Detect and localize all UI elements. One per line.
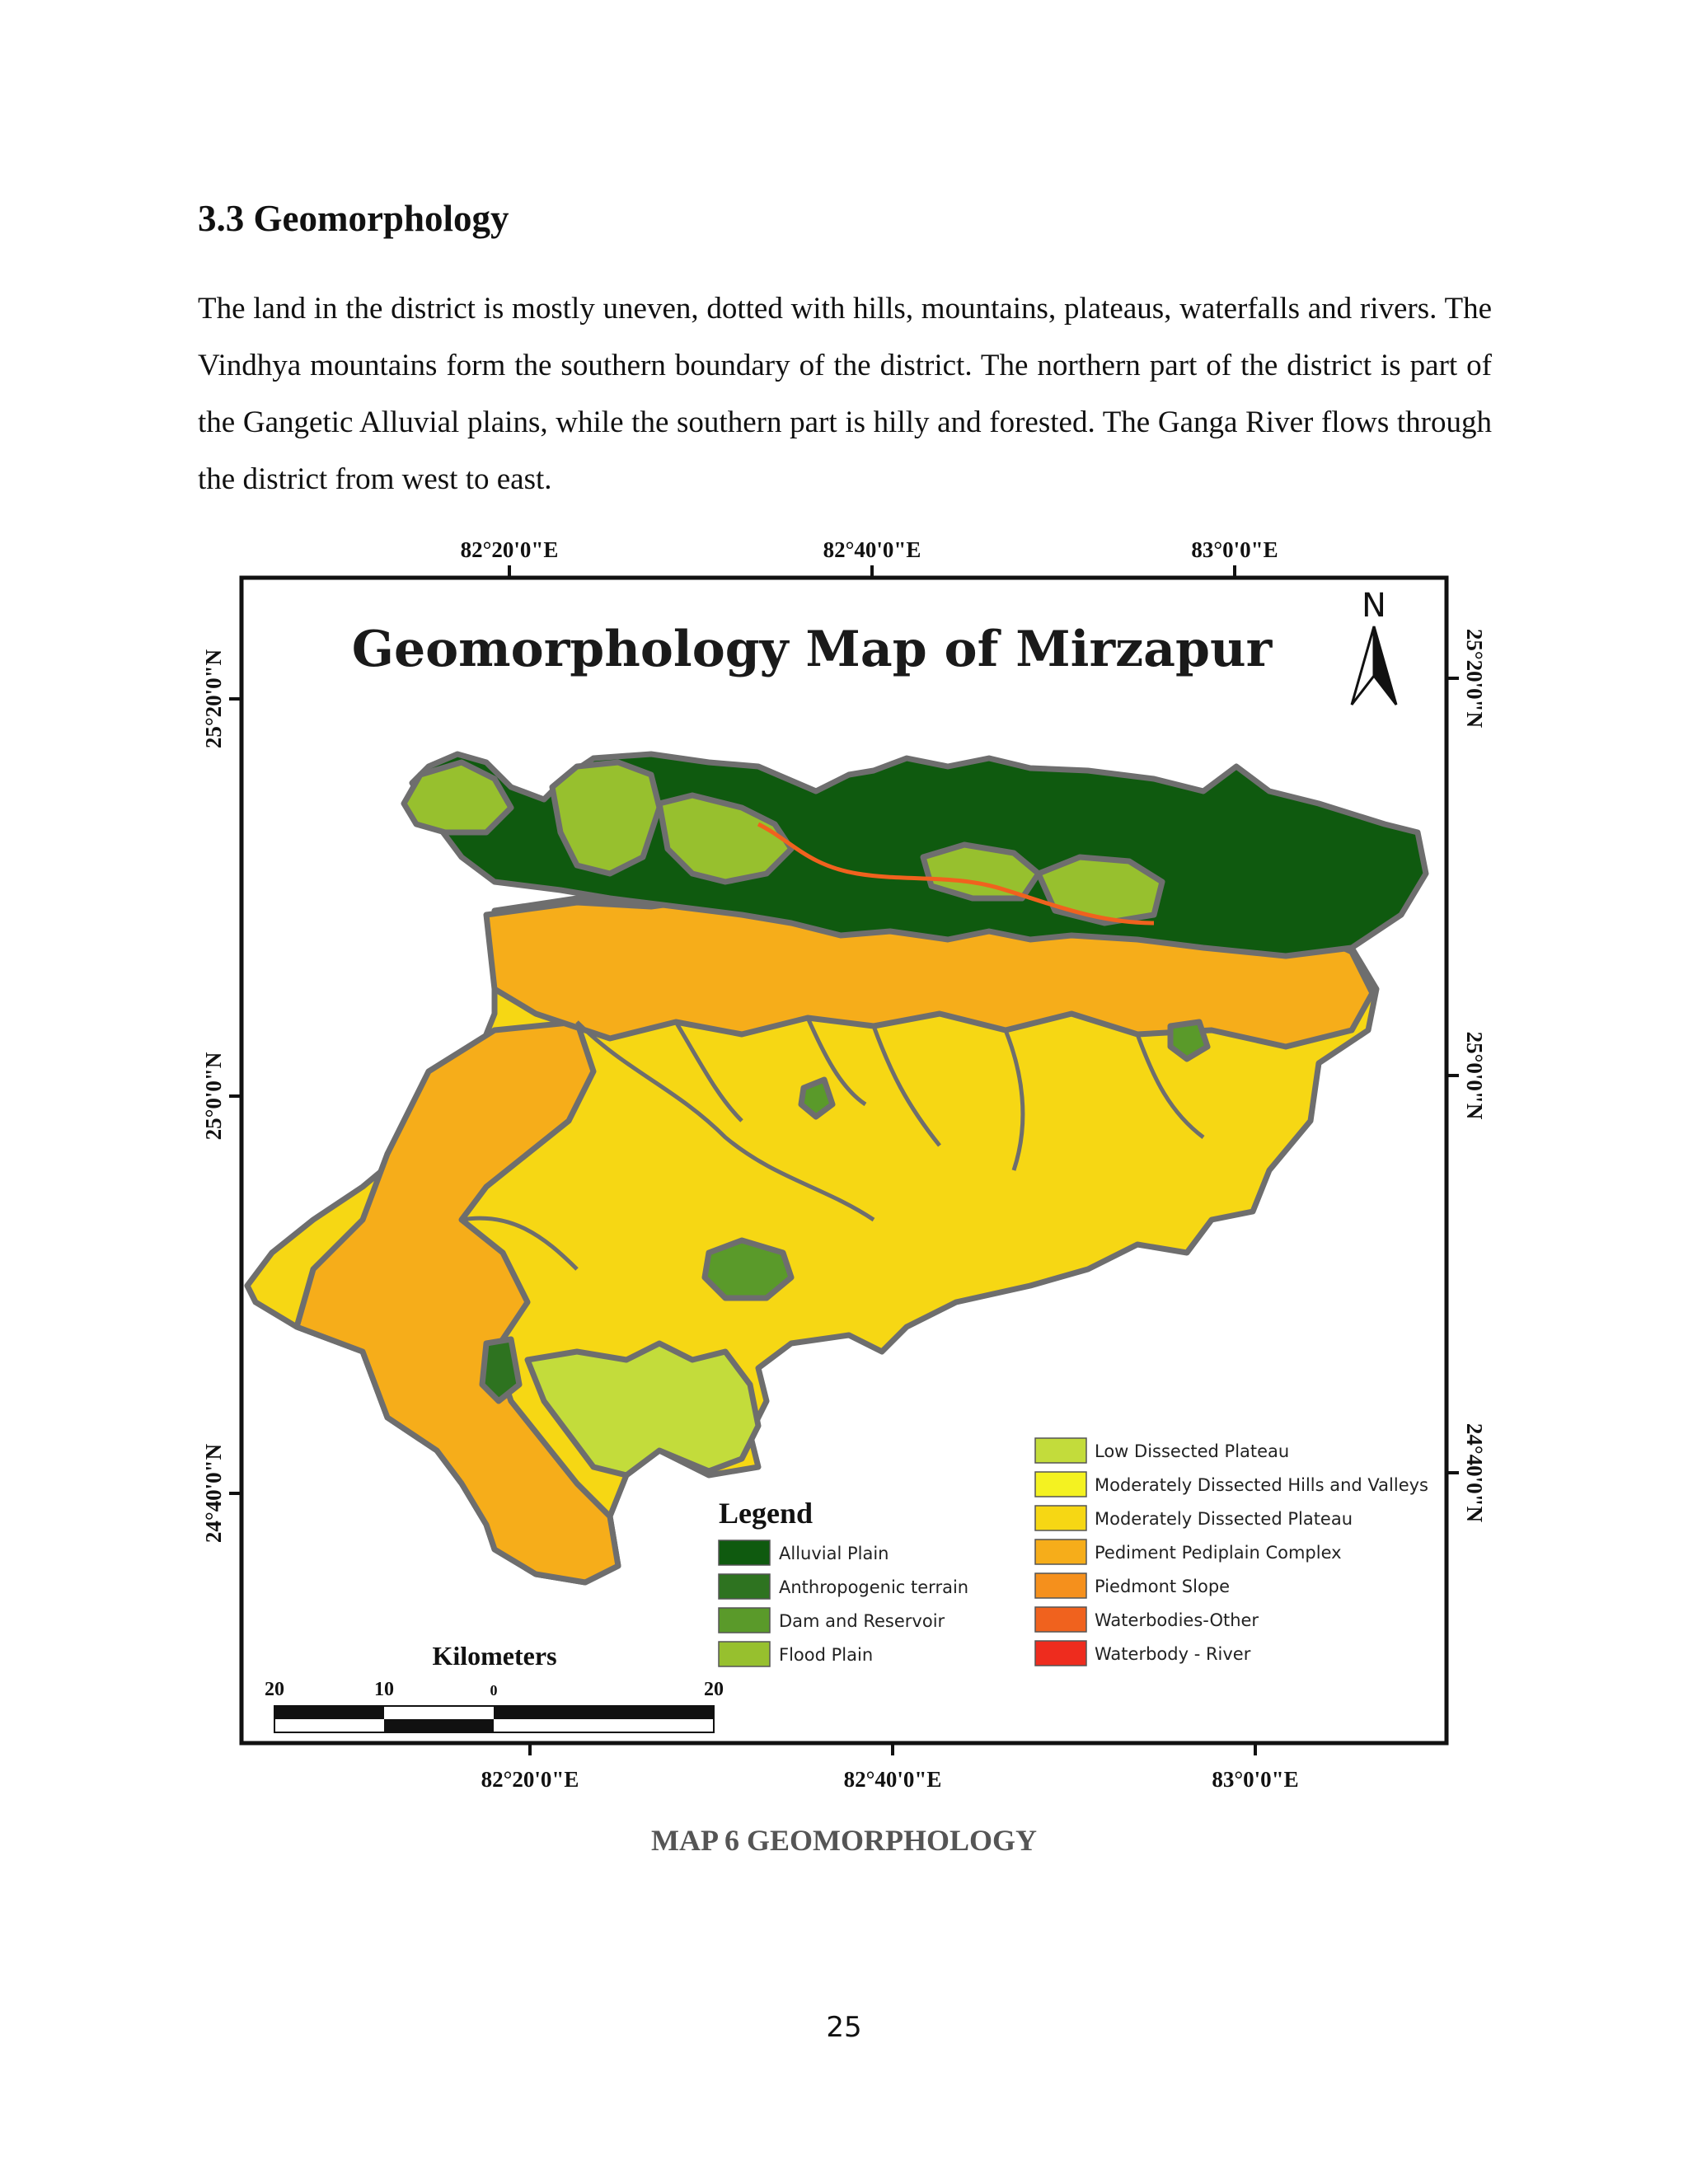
legend-label: Anthropogenic terrain (779, 1577, 968, 1597)
graticule-ticks (229, 565, 1459, 1755)
left-tick-label: 25°0'0"N (201, 1052, 226, 1140)
legend-label: Moderately Dissected Plateau (1095, 1509, 1353, 1529)
legend-label: Pediment Pediplain Complex (1095, 1543, 1342, 1563)
zone-boundaries (461, 1016, 1205, 1271)
legend-right-column: Low Dissected Plateau Moderately Dissect… (1034, 1437, 1428, 1666)
right-tick-label: 24°40'0"N (1462, 1423, 1487, 1523)
zone-moderately-dissected-plateau (244, 879, 1380, 1586)
scale-label: 0 (490, 1682, 498, 1699)
scale-label: 10 (374, 1679, 394, 1700)
zone-dam-and-reservoir (701, 1237, 795, 1301)
legend-label: Waterbody - River (1095, 1644, 1251, 1664)
scale-bar: Kilometers 20 10 0 20 (265, 1641, 724, 1733)
figure-caption: MAP 6 GEOMORPHOLOGY (651, 1824, 1037, 1857)
top-tick-label: 82°40'0"E (823, 537, 921, 562)
zone-flood-plain (1035, 854, 1165, 926)
scale-label: 20 (704, 1679, 724, 1700)
left-tick-label: 24°40'0"N (201, 1443, 226, 1543)
legend-label: Piedmont Slope (1095, 1577, 1230, 1596)
legend-swatch (1034, 1437, 1087, 1464)
scale-title: Kilometers (432, 1641, 556, 1671)
legend-swatch (718, 1540, 771, 1566)
legend-swatch (1034, 1471, 1087, 1497)
zone-flood-plain (920, 841, 1042, 902)
legend-swatch (1034, 1572, 1087, 1599)
body-paragraph: The land in the district is mostly uneve… (198, 292, 1492, 496)
legend-swatch (718, 1573, 771, 1600)
right-tick-label: 25°20'0"N (1462, 629, 1487, 729)
left-tick-label: 25°20'0"N (201, 649, 226, 748)
top-tick-label: 82°20'0"E (461, 537, 559, 562)
legend-swatch (718, 1641, 771, 1667)
scale-label: 20 (265, 1679, 284, 1700)
bottom-tick-label: 82°20'0"E (481, 1767, 579, 1792)
legend-label: Low Dissected Plateau (1095, 1441, 1289, 1461)
section-heading: 3.3 Geomorphology (198, 198, 509, 239)
bottom-tick-label: 82°40'0"E (844, 1767, 942, 1792)
district-map (244, 751, 1429, 1586)
legend-label: Flood Plain (779, 1645, 873, 1665)
legend-swatch (1034, 1505, 1087, 1531)
legend-swatch (718, 1607, 771, 1633)
legend-left-column: Alluvial Plain Anthropogenic terrain Dam… (718, 1540, 968, 1667)
north-arrow-icon: N (1350, 587, 1398, 705)
zone-pediment-pediplain-complex (293, 1019, 621, 1586)
zone-dam-and-reservoir (798, 1076, 836, 1120)
map-frame (239, 575, 1449, 1746)
zone-flood-plain (549, 759, 663, 877)
map-title: Geomorphology Map of Mirzapur (352, 621, 1273, 678)
legend-swatch (1034, 1539, 1087, 1565)
zone-flood-plain (656, 792, 795, 885)
legend-label: Moderately Dissected Hills and Valleys (1095, 1475, 1428, 1495)
legend-swatch (1034, 1640, 1087, 1666)
legend-label: Waterbodies-Other (1095, 1610, 1259, 1630)
legend-label: Dam and Reservoir (779, 1611, 945, 1631)
zone-anthropogenic-terrain (479, 1336, 523, 1404)
legend-swatch (1034, 1606, 1087, 1633)
zone-waterbodies-other (757, 822, 1155, 926)
bottom-tick-label: 83°0'0"E (1212, 1767, 1298, 1792)
north-label: N (1362, 587, 1386, 625)
zone-pediment-pediplain-complex (483, 885, 1376, 1050)
top-tick-label: 83°0'0"E (1191, 537, 1278, 562)
zone-alluvial-plain (409, 751, 1429, 959)
zone-dam-and-reservoir (1167, 1019, 1211, 1062)
legend-label: Alluvial Plain (779, 1544, 889, 1563)
zone-flood-plain (401, 759, 514, 836)
zone-low-dissected-plateau (524, 1340, 762, 1479)
right-tick-label: 25°0'0"N (1462, 1032, 1487, 1120)
legend-title: Legend (719, 1497, 813, 1530)
page-number: 25 (826, 2011, 862, 2044)
